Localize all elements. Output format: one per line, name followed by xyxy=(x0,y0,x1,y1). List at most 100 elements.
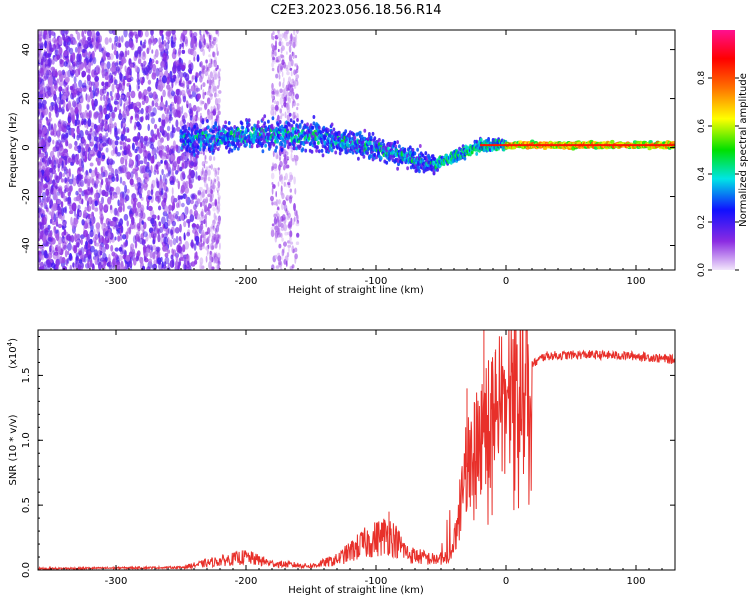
heatmap-cell xyxy=(123,213,129,221)
heatmap-cell xyxy=(85,56,90,64)
heatmap-cell xyxy=(112,258,116,267)
heatmap-cell xyxy=(141,164,146,173)
heatmap-cell xyxy=(398,144,401,149)
heatmap-cell xyxy=(99,188,102,196)
heatmap-cell xyxy=(290,33,293,42)
heatmap-cell xyxy=(53,187,57,194)
heatmap-cell xyxy=(149,244,153,251)
heatmap-cell xyxy=(215,93,220,97)
heatmap-cell xyxy=(158,205,162,211)
heatmap-cell xyxy=(294,253,298,260)
heatmap-cell xyxy=(217,97,221,104)
heatmap-cell xyxy=(144,176,148,185)
heatmap-cell xyxy=(43,52,47,57)
heatmap-cell xyxy=(289,118,293,123)
heatmap-cell xyxy=(141,115,144,122)
heatmap-cell xyxy=(157,84,161,91)
heatmap-cell xyxy=(248,140,252,145)
heatmap-cell xyxy=(137,30,142,37)
heatmap-cell xyxy=(130,115,134,120)
heatmap-cell xyxy=(114,106,118,113)
heatmap-cell xyxy=(86,85,90,90)
heatmap-cell xyxy=(209,195,213,203)
heatmap-cell xyxy=(205,130,208,135)
heatmap-cell xyxy=(211,119,214,127)
heatmap-cell xyxy=(113,100,119,105)
heatmap-cell xyxy=(177,194,181,201)
heatmap-cell xyxy=(92,33,97,38)
heatmap-cell xyxy=(181,105,184,114)
heatmap-cell xyxy=(75,46,78,53)
heatmap-cell xyxy=(108,139,111,146)
heatmap-cell xyxy=(215,231,219,238)
heatmap-cell xyxy=(61,106,65,115)
heatmap-cell xyxy=(284,172,288,181)
heatmap-cell xyxy=(202,170,205,176)
heatmap-cell xyxy=(127,128,130,133)
heatmap-cell xyxy=(215,239,219,245)
heatmap-cell xyxy=(75,30,78,35)
heatmap-cell xyxy=(271,196,274,200)
heatmap-cell xyxy=(300,119,304,124)
heatmap-cell xyxy=(292,120,296,125)
heatmap-cell xyxy=(198,40,203,49)
heatmap-cell xyxy=(170,195,175,205)
heatmap-cell xyxy=(121,117,126,124)
heatmap-cell xyxy=(53,123,57,132)
heatmap-cell xyxy=(145,105,150,113)
heatmap-cell xyxy=(140,107,144,115)
heatmap-cell xyxy=(85,169,89,176)
heatmap-cell xyxy=(41,175,44,183)
heatmap-cell xyxy=(421,153,425,158)
heatmap-cell xyxy=(46,259,51,268)
heatmap-cell xyxy=(196,54,200,63)
heatmap-cell xyxy=(273,213,278,219)
heatmap-cell xyxy=(195,87,201,92)
heatmap-cell xyxy=(206,113,211,119)
heatmap-cell xyxy=(178,47,182,56)
heatmap-cell xyxy=(134,121,137,129)
heatmap-cell xyxy=(62,100,66,108)
heatmap-cell xyxy=(217,125,221,130)
heatmap-cell xyxy=(178,57,182,63)
heatmap-cell xyxy=(88,110,91,119)
heatmap-cell xyxy=(271,91,275,95)
heatmap-cell xyxy=(61,69,66,76)
heatmap-cell xyxy=(147,113,150,121)
heatmap-cell xyxy=(89,176,95,184)
heatmap-cell xyxy=(164,252,169,258)
heatmap-cell xyxy=(281,59,285,66)
heatmap-cell xyxy=(202,151,205,156)
heatmap-cell xyxy=(122,203,125,213)
heatmap-cell xyxy=(56,54,61,60)
heatmap-cell xyxy=(144,95,149,104)
heatmap-cell xyxy=(261,117,265,122)
heatmap-cell xyxy=(129,178,134,186)
heatmap-cell xyxy=(128,226,132,235)
heatmap-cell xyxy=(65,197,70,202)
heatmap-cell xyxy=(134,65,139,73)
heatmap-cell xyxy=(101,246,106,254)
heatmap-cell xyxy=(54,100,57,109)
heatmap-cell xyxy=(163,197,167,203)
heatmap-cell xyxy=(49,204,52,209)
heatmap-cell xyxy=(118,53,123,61)
heatmap-cell xyxy=(72,100,77,108)
heatmap-cell xyxy=(272,45,275,52)
heatmap-cell xyxy=(206,66,209,71)
heatmap-cell xyxy=(212,129,216,134)
heatmap-cell xyxy=(286,71,290,76)
heatmap-cell xyxy=(206,227,211,235)
heatmap-cell xyxy=(317,140,320,145)
heatmap-cell xyxy=(202,189,206,194)
heatmap-cell xyxy=(147,189,151,196)
heatmap-cell xyxy=(82,36,86,42)
heatmap-cell xyxy=(312,121,316,126)
heatmap-cell xyxy=(46,173,50,182)
heatmap-cell xyxy=(275,59,280,63)
heatmap-cell xyxy=(154,48,159,58)
heatmap-cell xyxy=(99,244,103,250)
heatmap-cell xyxy=(52,68,56,77)
heatmap-cell xyxy=(86,94,91,103)
heatmap-cell xyxy=(217,167,220,171)
